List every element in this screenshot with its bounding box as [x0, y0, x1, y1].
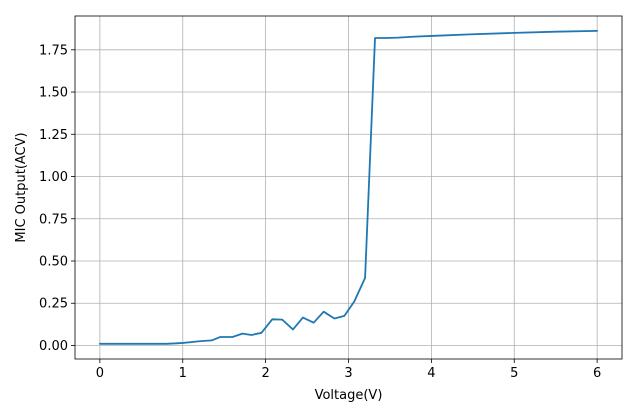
y-tick-label: 1.00 [39, 170, 68, 185]
y-axis-label: MIC Output(ACV) [14, 132, 29, 242]
y-tick-label: 1.25 [39, 128, 68, 143]
x-axis-ticks: 0 1 2 3 4 5 6 [96, 359, 601, 381]
y-tick-label: 1.50 [39, 86, 68, 101]
x-tick-label: 6 [593, 366, 601, 381]
x-axis-label: Voltage(V) [315, 388, 383, 403]
x-tick-label: 3 [344, 366, 352, 381]
grid [75, 16, 622, 359]
y-tick-label: 0.00 [39, 339, 68, 354]
y-tick-label: 0.75 [39, 212, 68, 227]
y-tick-label: 0.25 [39, 297, 68, 312]
x-tick-label: 5 [510, 366, 518, 381]
x-tick-label: 2 [261, 366, 269, 381]
y-tick-label: 0.50 [39, 255, 68, 270]
x-tick-label: 0 [96, 366, 104, 381]
x-tick-label: 4 [427, 366, 435, 381]
series-line [98, 29, 599, 345]
series-layer [98, 29, 599, 345]
y-axis-ticks: 0.00 0.25 0.50 0.75 1.00 1.25 1.50 1.75 [39, 43, 75, 354]
x-tick-label: 1 [179, 366, 187, 381]
y-tick-label: 1.75 [39, 43, 68, 58]
